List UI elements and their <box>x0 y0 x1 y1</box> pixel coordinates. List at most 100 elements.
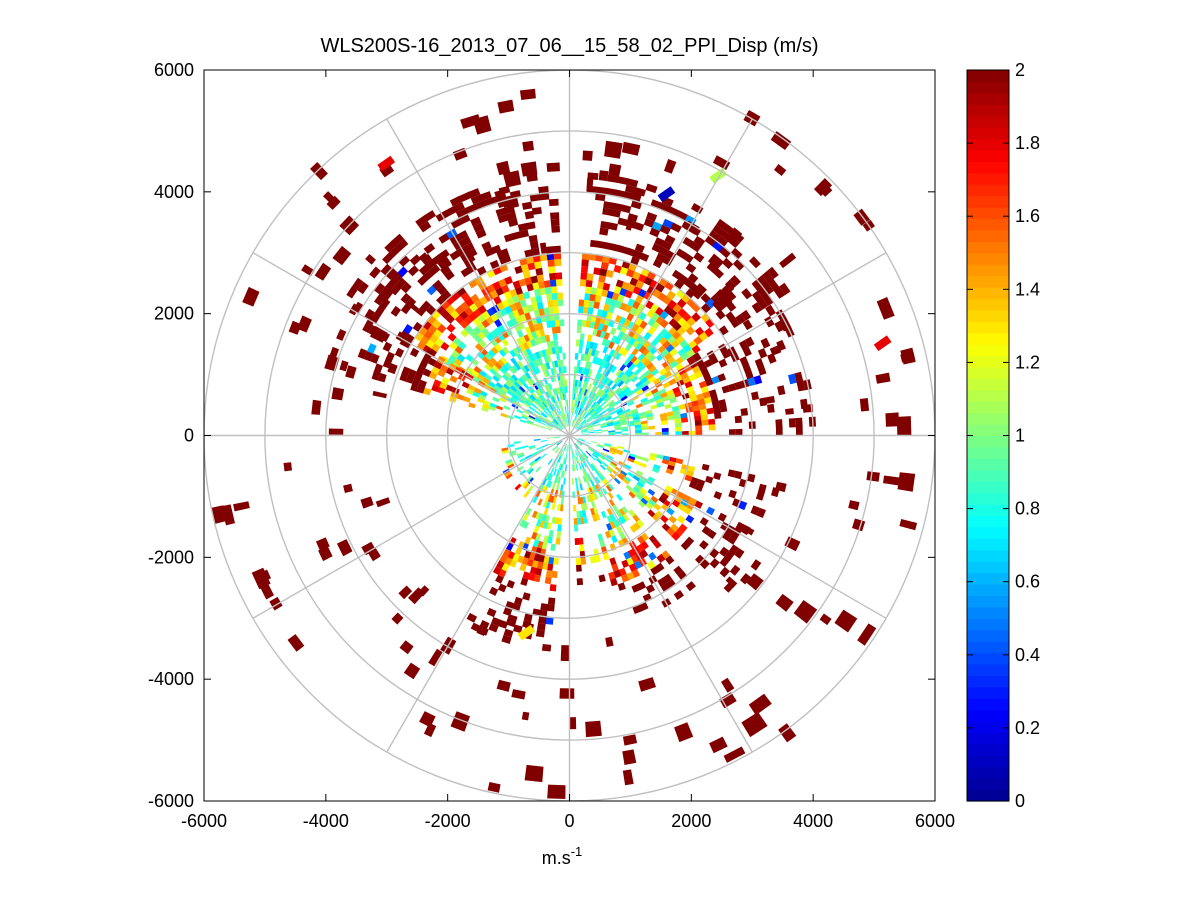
scan-cell <box>537 396 544 403</box>
scan-cell <box>728 383 737 392</box>
scan-cell <box>685 581 696 592</box>
scan-cell <box>597 416 605 422</box>
scan-cell <box>619 373 627 381</box>
scan-cell <box>625 484 633 492</box>
scan-cell <box>615 525 623 534</box>
scan-cell <box>606 508 613 516</box>
scan-cell <box>640 420 648 425</box>
scan-cell <box>546 425 553 430</box>
scan-cell <box>631 583 641 593</box>
scan-cell <box>604 396 612 403</box>
scan-cell <box>664 234 676 245</box>
scan-cell <box>623 551 631 560</box>
scan-cell <box>506 211 517 221</box>
scan-cell <box>585 368 591 376</box>
scan-cell <box>552 496 557 504</box>
scan-cell <box>535 629 545 638</box>
scan-cell <box>520 394 528 401</box>
scan-cell <box>548 198 559 207</box>
scan-cell <box>711 400 720 408</box>
scan-cell <box>602 479 608 487</box>
scan-cell <box>558 423 564 429</box>
scan-cell <box>473 365 482 374</box>
scan-cell <box>671 532 681 541</box>
scan-cell <box>522 513 529 522</box>
scan-cell <box>535 568 543 576</box>
scan-cell <box>695 554 705 565</box>
scan-cell <box>515 389 523 397</box>
scan-cell <box>445 304 456 315</box>
scan-cell <box>527 387 534 395</box>
scan-cell <box>625 217 635 231</box>
scan-cell <box>595 405 602 412</box>
scan-cell <box>741 288 753 300</box>
scan-cell <box>399 338 412 349</box>
scan-cell <box>416 385 425 394</box>
scan-cell <box>449 375 458 383</box>
scan-cell <box>501 284 510 294</box>
scan-cell <box>283 462 292 472</box>
scan-cell <box>516 452 524 457</box>
scan-cell <box>554 447 560 453</box>
scan-cell <box>613 419 620 424</box>
scan-cell <box>422 368 432 377</box>
scan-cell <box>561 450 565 457</box>
scan-cell <box>558 366 562 374</box>
scan-cell <box>440 264 451 276</box>
scan-cell <box>550 212 560 220</box>
scan-cell <box>586 424 593 428</box>
scan-cell <box>590 410 597 416</box>
scan-cell <box>578 448 584 454</box>
scan-cell <box>547 481 553 488</box>
scan-cell <box>560 470 564 478</box>
scan-cell <box>543 400 549 408</box>
scan-cell <box>507 463 515 469</box>
scan-cell <box>760 395 775 405</box>
scan-cell <box>764 316 775 328</box>
scan-cell <box>592 412 598 418</box>
scan-cell <box>562 393 566 400</box>
scan-cell <box>481 355 490 364</box>
scan-cell <box>734 470 743 480</box>
scan-cell <box>516 337 523 346</box>
scan-cell <box>564 444 567 451</box>
scan-cell <box>499 554 508 564</box>
scan-cell <box>638 345 647 354</box>
scan-cell <box>597 533 604 542</box>
scan-cell <box>548 405 554 412</box>
scan-cell <box>646 309 656 319</box>
scan-cell <box>773 286 785 299</box>
scan-cell <box>883 475 901 486</box>
scan-cell <box>638 312 647 321</box>
scan-cell <box>747 377 756 387</box>
scan-cell <box>545 617 554 625</box>
scan-cell <box>627 283 636 293</box>
scan-cell <box>664 403 672 410</box>
scan-cell <box>691 400 699 407</box>
scan-cell <box>660 392 668 399</box>
scan-cell <box>502 346 510 355</box>
scan-cell <box>542 500 548 508</box>
scan-cell <box>594 429 602 432</box>
scan-cell <box>758 483 767 494</box>
scan-cell <box>560 407 564 415</box>
scan-cell <box>519 457 527 463</box>
scan-cell <box>545 362 551 370</box>
colorbar-step <box>967 618 1009 631</box>
scan-cell <box>526 409 534 415</box>
scan-cell <box>557 476 561 484</box>
scan-cell <box>542 478 548 486</box>
scan-cell <box>544 384 549 392</box>
scan-cell <box>567 406 569 413</box>
scan-cell <box>685 514 695 524</box>
scan-cell <box>596 309 604 317</box>
scan-cell <box>642 379 651 387</box>
scan-cell <box>655 252 666 263</box>
scan-cell <box>604 339 612 348</box>
scan-cell <box>652 514 661 523</box>
scan-cell <box>555 537 561 545</box>
scan-cell <box>613 376 620 384</box>
scan-cell-accent <box>873 335 892 352</box>
scan-cell <box>586 495 591 503</box>
scan-cell <box>558 400 562 408</box>
